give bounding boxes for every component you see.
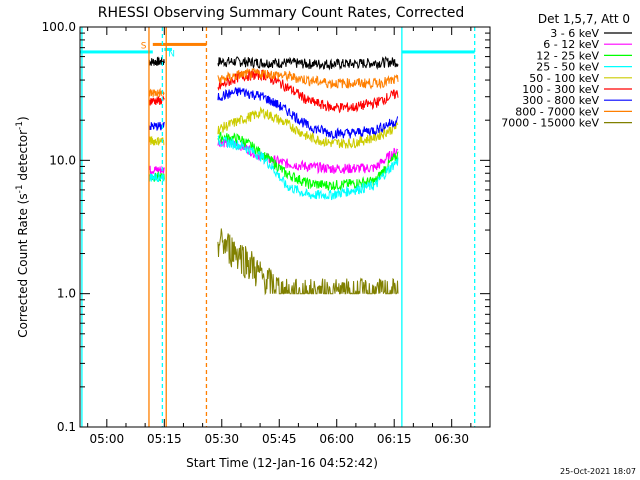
x-tick-label: 06:30 [434, 432, 469, 446]
y-axis-label-tail: detector [16, 130, 30, 185]
y-axis: 0.1 1.0 10.0 100.0 [42, 20, 490, 434]
y-tick-label: 0.1 [57, 420, 76, 434]
data-layer [148, 55, 399, 296]
legend-entry-label: 300 - 800 keV [522, 94, 599, 107]
chart-title: RHESSI Observing Summary Count Rates, Co… [98, 5, 464, 21]
y-axis-label-sup: -1 [15, 184, 25, 193]
legend-entry-label: 50 - 100 keV [529, 72, 599, 85]
y-axis-label: Corrected Count Rate (s-1 detector-1) [15, 116, 30, 337]
legend-entry-label: 800 - 7000 keV [515, 105, 599, 118]
series-line [148, 87, 399, 141]
legend-entry-label: 25 - 50 keV [536, 61, 599, 74]
plot-frame [79, 26, 491, 428]
flag-bar [164, 47, 172, 51]
x-tick-label: 06:00 [319, 432, 354, 446]
x-tick-label: 05:00 [90, 432, 125, 446]
x-tick-label: 06:15 [377, 432, 412, 446]
background-bar [80, 50, 153, 54]
y-axis-label-sup2: -1 [15, 121, 25, 130]
legend-entry-label: 6 - 12 keV [543, 38, 599, 51]
background-bar [401, 50, 475, 54]
legend-entry-label: 12 - 25 keV [536, 49, 599, 62]
y-tick-label: 100.0 [42, 20, 76, 34]
series-line [148, 68, 399, 114]
x-tick-label: 05:45 [262, 432, 297, 446]
x-axis-label: Start Time (12-Jan-16 04:52:42) [186, 456, 378, 470]
flag-bar [152, 42, 207, 46]
y-tick-label: 1.0 [57, 287, 76, 301]
x-axis: 05:00 05:15 05:30 05:45 06:00 06:15 06:30 [87, 27, 491, 446]
legend-header: Det 1,5,7, Att 0 [538, 12, 630, 26]
footer-timestamp: 25-Oct-2021 18:07 [560, 467, 636, 476]
series-line [148, 106, 399, 149]
series-line [217, 228, 399, 296]
flag-label: N [168, 49, 175, 59]
x-tick-label: 05:30 [204, 432, 239, 446]
legend-entry-label: 100 - 300 keV [522, 83, 599, 96]
legend-entry-label: 7000 - 15000 keV [501, 117, 599, 130]
x-tick-label: 05:15 [147, 432, 182, 446]
flag-label: S [141, 41, 147, 51]
legend-entry-label: 3 - 6 keV [550, 27, 599, 40]
y-axis-label-end: ) [16, 116, 30, 121]
y-axis-label-main: Corrected Count Rate (s [16, 193, 30, 337]
marker-layer: SN [80, 27, 476, 427]
series-line [148, 55, 399, 71]
y-tick-label: 10.0 [49, 153, 76, 167]
